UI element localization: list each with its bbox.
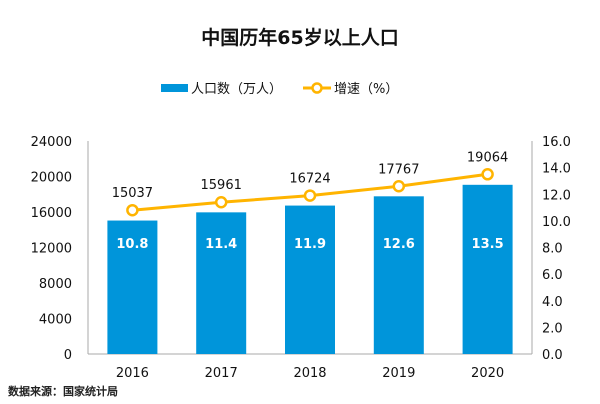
- legend-line-marker: [311, 82, 323, 94]
- population-data-label: 15961: [201, 178, 242, 193]
- growth-data-label: 12.6: [383, 237, 415, 252]
- left-tick-label: 8000: [39, 277, 72, 292]
- right-tick-label: 10.0: [542, 215, 571, 230]
- right-tick-label: 2.0: [542, 321, 563, 336]
- growth-point: [481, 168, 494, 181]
- x-tick-label: 2019: [382, 366, 415, 381]
- source-note: 数据来源：国家统计局: [8, 384, 118, 398]
- legend: 人口数（万人） 增速（%）: [161, 82, 398, 97]
- population-data-label: 16724: [289, 172, 330, 187]
- left-tick-label: 20000: [31, 171, 72, 186]
- legend-bar-swatch: [161, 84, 188, 92]
- left-tick-label: 12000: [31, 242, 72, 257]
- bar: [107, 220, 158, 354]
- left-tick-label: 24000: [31, 135, 72, 150]
- right-tick-label: 6.0: [542, 268, 563, 283]
- growth-data-label: 13.5: [472, 237, 504, 252]
- growth-point: [303, 189, 317, 202]
- growth-point: [126, 203, 139, 217]
- x-tick-label: 2017: [205, 366, 238, 381]
- population-data-label: 17767: [378, 162, 419, 177]
- right-tick-label: 16.0: [542, 135, 571, 150]
- bar: [196, 212, 247, 354]
- x-tick-label: 2020: [471, 366, 504, 381]
- x-tick-label: 2016: [116, 366, 149, 381]
- growth-data-label: 11.4: [205, 237, 237, 252]
- x-tick-label: 2018: [293, 366, 326, 381]
- growth-data-label: 10.8: [116, 237, 148, 252]
- population-data-label: 15037: [112, 186, 153, 201]
- bar: [285, 205, 335, 354]
- chart-title: 中国历年65岁以上人口: [201, 26, 398, 49]
- right-tick-label: 4.0: [542, 295, 563, 310]
- left-tick-label: 16000: [31, 206, 72, 221]
- bar: [373, 196, 424, 354]
- right-tick-label: 12.0: [542, 188, 571, 203]
- bar: [462, 184, 513, 354]
- legend-line-label: 增速（%）: [334, 82, 398, 97]
- population-data-label: 19064: [467, 150, 508, 165]
- right-tick-label: 14.0: [542, 162, 571, 177]
- left-tick-label: 4000: [39, 313, 72, 328]
- right-tick-label: 8.0: [542, 242, 563, 257]
- growth-point: [214, 195, 228, 209]
- growth-data-label: 11.9: [294, 237, 326, 252]
- left-tick-label: 0: [64, 348, 72, 363]
- growth-point: [392, 180, 406, 193]
- right-tick-label: 0.0: [542, 348, 563, 363]
- legend-bar-label: 人口数（万人）: [191, 82, 282, 97]
